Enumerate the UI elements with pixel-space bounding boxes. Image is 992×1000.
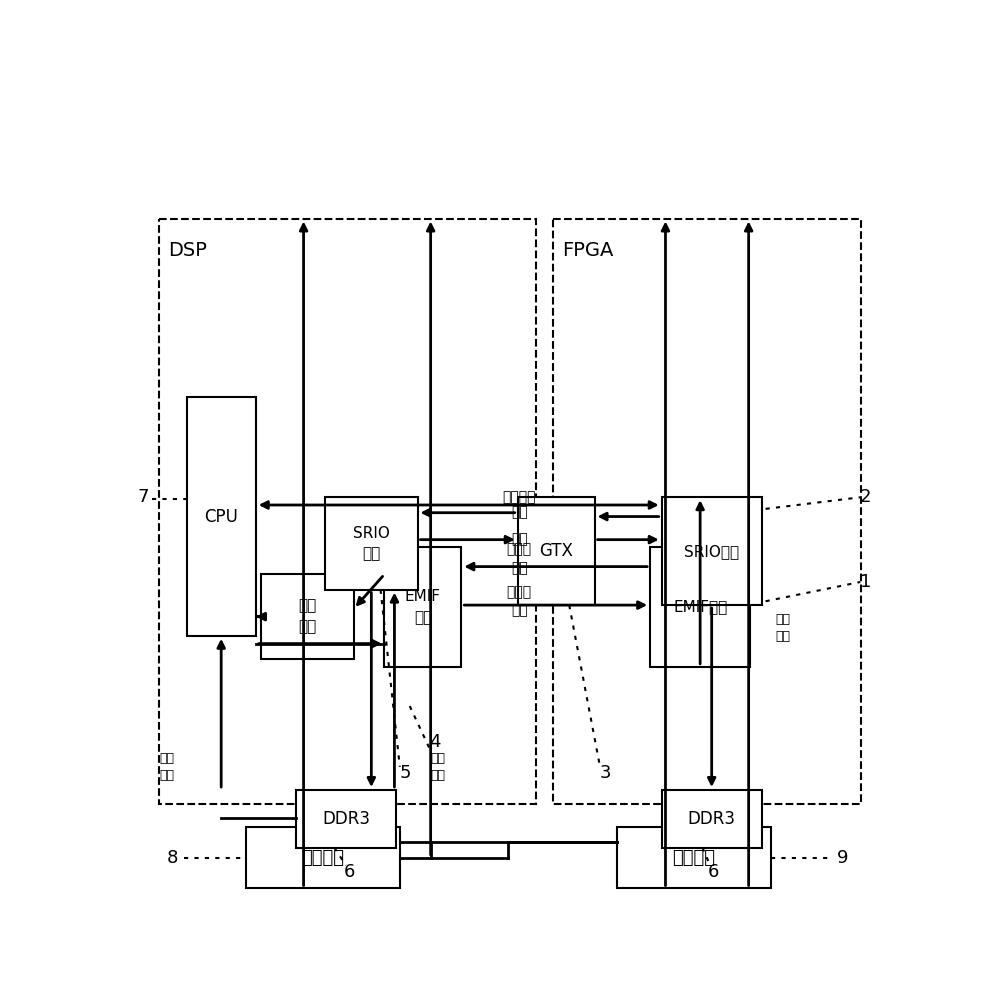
Bar (617, 827, 771, 888)
Text: 3: 3 (600, 764, 611, 782)
Bar (186, 397, 256, 636)
Bar (662, 497, 762, 605)
Text: 命令
缓存: 命令 缓存 (299, 599, 316, 635)
Bar (261, 574, 353, 659)
Text: 6: 6 (707, 863, 719, 881)
Text: EMIF
接口: EMIF 接口 (405, 589, 440, 625)
Text: 数据: 数据 (511, 533, 528, 547)
Text: DDR3: DDR3 (687, 810, 736, 828)
Text: EMIF接口: EMIF接口 (673, 600, 727, 615)
Text: 批量
数据: 批量 数据 (431, 752, 445, 782)
Bar (296, 790, 396, 848)
Text: 命令控
制字: 命令控 制字 (507, 543, 532, 575)
Bar (159, 219, 536, 804)
Text: 命令控
制字: 命令控 制字 (507, 585, 532, 617)
Text: DSP: DSP (168, 241, 207, 260)
Text: 6: 6 (344, 863, 355, 881)
Bar (385, 547, 461, 667)
Text: 7: 7 (138, 488, 149, 506)
Bar (518, 497, 594, 605)
Text: 1: 1 (860, 573, 871, 591)
Text: 9: 9 (837, 849, 848, 867)
Bar (246, 827, 400, 888)
Bar (554, 219, 861, 804)
Text: DDR3: DDR3 (322, 810, 370, 828)
Text: 电源模块: 电源模块 (302, 849, 344, 867)
Text: 5: 5 (400, 764, 411, 782)
Bar (325, 497, 418, 590)
Text: GTX: GTX (540, 542, 573, 560)
Text: 2: 2 (860, 488, 871, 506)
Text: 批量
数据: 批量 数据 (775, 613, 790, 643)
Text: 4: 4 (429, 733, 440, 751)
Text: FPGA: FPGA (562, 241, 614, 260)
Text: SRIO
接口: SRIO 接口 (353, 526, 390, 562)
Bar (650, 547, 750, 667)
Text: 数据: 数据 (511, 506, 528, 520)
Text: 时钟模块: 时钟模块 (673, 849, 715, 867)
Text: 中断命令: 中断命令 (502, 490, 536, 504)
Text: 批量
数据: 批量 数据 (159, 752, 174, 782)
Text: SRIO接口: SRIO接口 (684, 544, 739, 559)
Bar (662, 790, 762, 848)
Text: CPU: CPU (204, 508, 238, 526)
Text: 8: 8 (167, 849, 179, 867)
